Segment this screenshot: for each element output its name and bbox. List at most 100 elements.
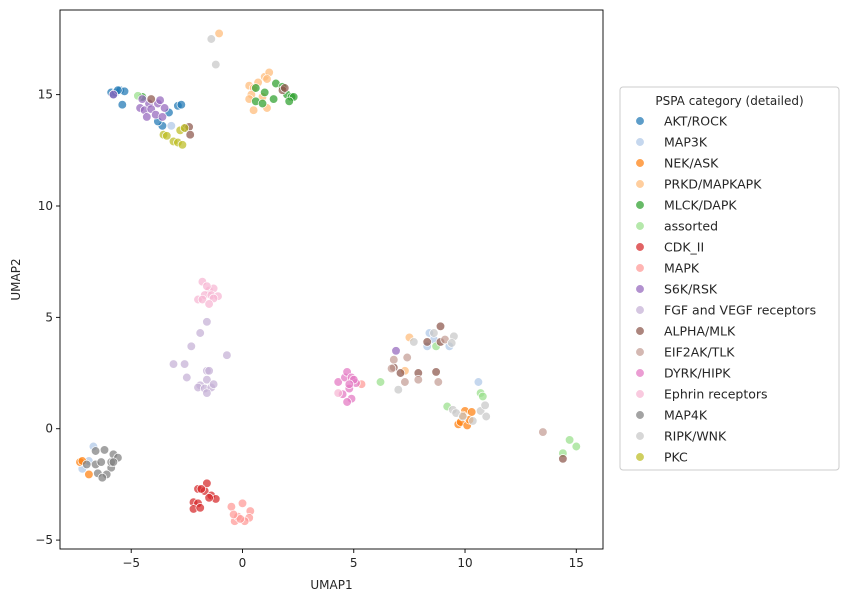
x-axis-ticks: −5 0 5 10 15 <box>122 549 584 570</box>
data-point-3-6 <box>262 74 272 84</box>
x-tick-label-0: −5 <box>122 556 140 570</box>
data-point-15-4 <box>429 328 439 338</box>
data-point-14-11 <box>96 457 106 467</box>
data-point-0-7 <box>176 100 186 110</box>
legend-marker-2 <box>635 158 645 168</box>
legend-marker-14 <box>635 410 645 420</box>
data-point-7-7 <box>235 514 245 524</box>
data-point-3-0 <box>214 28 224 39</box>
data-point-7-0 <box>226 502 237 512</box>
data-point-10-3 <box>146 94 156 104</box>
data-point-8-11 <box>137 94 147 104</box>
legend-label-10: ALPHA/MLK <box>664 324 736 339</box>
data-point-16-4 <box>177 140 188 150</box>
data-point-12-8 <box>342 397 352 407</box>
data-point-7-9 <box>228 509 239 520</box>
data-point-6-10 <box>196 484 206 494</box>
legend-marker-1 <box>635 137 645 147</box>
data-point-15-11 <box>480 400 490 410</box>
data-point-15-13 <box>458 411 468 422</box>
y-tick-label-1: 0 <box>45 422 53 436</box>
legend-label-3: PRKD/MAPKAPK <box>664 177 762 192</box>
legend-label-4: MLCK/DAPK <box>664 198 737 213</box>
legend-label-14: MAP4K <box>664 408 708 423</box>
data-point-10-8 <box>431 367 441 377</box>
data-point-15-0 <box>206 34 216 44</box>
data-point-13-10 <box>204 299 214 309</box>
data-point-14-9 <box>97 473 107 483</box>
legend-label-7: MAPK <box>664 261 700 276</box>
data-point-15-12 <box>481 411 491 422</box>
data-point-10-10 <box>422 337 432 347</box>
data-point-10-12 <box>558 454 568 464</box>
y-axis-ticks: −5 0 5 10 15 <box>35 88 60 547</box>
axes-frame <box>59 9 604 550</box>
y-axis-label: UMAP2 <box>9 258 23 300</box>
data-point-10-9 <box>435 321 446 331</box>
data-point-5-0 <box>375 377 386 387</box>
data-point-14-0 <box>82 459 92 470</box>
x-axis-label: UMAP1 <box>310 578 352 592</box>
data-point-13-11 <box>333 388 343 398</box>
data-point-9-6 <box>204 366 214 376</box>
legend: PSPA category (detailed) AKT/ROCK MAP3K NE… <box>619 86 840 471</box>
legend-label-8: S6K/RSK <box>664 282 718 297</box>
data-point-5-2 <box>478 391 488 402</box>
legend-box <box>619 86 840 471</box>
legend-label-13: Ephrin receptors <box>664 387 768 402</box>
legend-marker-11 <box>635 347 645 357</box>
data-point-4-7 <box>284 96 294 106</box>
data-point-4-1 <box>260 87 270 98</box>
data-point-8-12 <box>391 346 401 356</box>
y-tick-label-0: −5 <box>35 533 53 547</box>
data-point-5-5 <box>564 435 575 445</box>
data-point-7-1 <box>237 498 248 508</box>
data-point-15-2 <box>393 385 403 395</box>
legend-marker-6 <box>635 242 645 252</box>
legend-marker-9 <box>635 305 645 315</box>
data-point-1-7 <box>473 377 484 387</box>
legend-label-5: assorted <box>664 219 718 234</box>
data-point-10-6 <box>395 368 406 378</box>
data-point-15-6 <box>447 338 457 348</box>
data-point-3-10 <box>248 105 259 115</box>
data-point-4-10 <box>268 94 279 104</box>
data-point-14-12 <box>108 457 119 467</box>
data-point-9-7 <box>222 350 232 360</box>
data-point-13-6 <box>197 294 208 305</box>
legend-marker-8 <box>635 284 645 294</box>
data-point-9-15 <box>202 388 212 398</box>
data-point-12-10 <box>344 379 354 389</box>
data-point-10-5 <box>280 83 290 93</box>
data-point-9-1 <box>195 328 205 338</box>
legend-label-11: EIF2AK/TLK <box>664 345 735 360</box>
data-point-16-1 <box>162 131 172 141</box>
data-point-6-2 <box>202 478 212 488</box>
legend-marker-13 <box>635 389 645 399</box>
legend-marker-0 <box>635 116 645 126</box>
data-point-11-0 <box>389 355 399 365</box>
data-point-15-3 <box>409 337 419 347</box>
data-point-10-2 <box>185 130 195 140</box>
data-point-2-2 <box>84 469 94 480</box>
points-layer <box>75 28 581 526</box>
legend-label-9: FGF and VEGF receptors <box>664 303 816 318</box>
legend-marker-10 <box>635 326 645 336</box>
data-point-8-7 <box>155 95 165 105</box>
legend-marker-5 <box>635 221 645 231</box>
data-point-9-2 <box>186 341 196 351</box>
data-point-6-8 <box>195 503 205 513</box>
legend-marker-15 <box>635 431 645 441</box>
data-point-15-1 <box>211 59 221 70</box>
legend-label-12: DYRK/HIPK <box>664 366 731 381</box>
legend-marker-12 <box>635 368 645 378</box>
legend-label-16: PKC <box>664 450 688 465</box>
x-tick-label-4: 15 <box>569 556 584 570</box>
data-point-8-0 <box>108 89 119 100</box>
data-point-9-3 <box>168 359 179 369</box>
axes-background <box>60 10 603 549</box>
y-tick-label-2: 5 <box>45 310 53 324</box>
data-point-14-2 <box>99 445 110 455</box>
legend-label-6: CDK_II <box>664 240 704 255</box>
